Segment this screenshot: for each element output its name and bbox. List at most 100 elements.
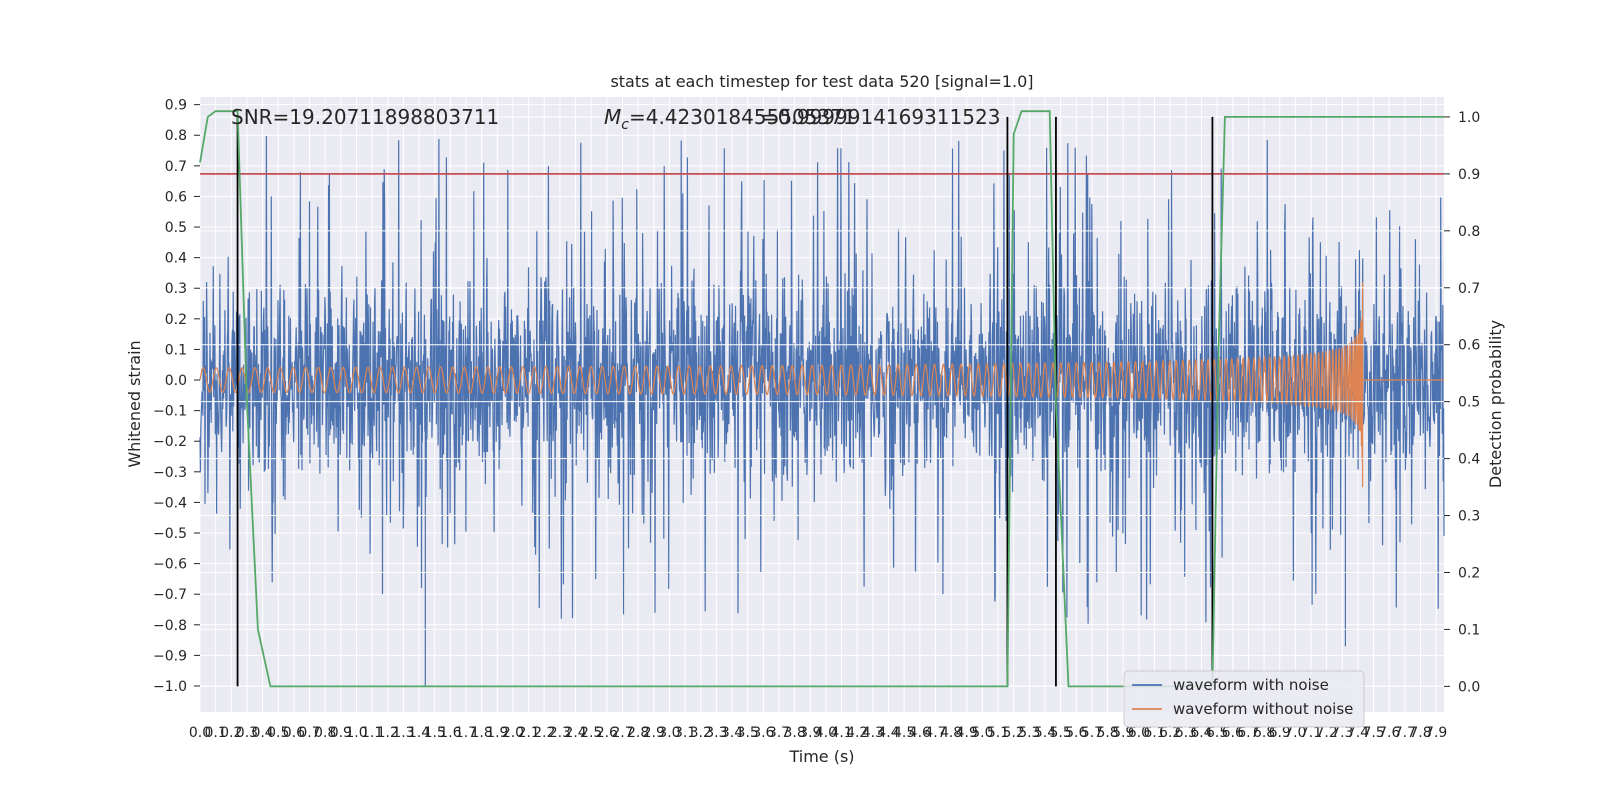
x-tick-label: 0.6: [283, 725, 305, 741]
x-tick-label: 1.5: [424, 725, 446, 741]
x-tick-label: 2.1: [517, 725, 539, 741]
x-tick-label: 0.3: [236, 725, 258, 741]
x-tick-label: 3.7: [768, 725, 790, 741]
x-tick-label: 0.7: [298, 725, 320, 741]
y-tick-label: −0.1: [153, 404, 187, 420]
x-tick-label: 4.8: [940, 725, 962, 741]
x-tick-label: 6.6: [1222, 725, 1244, 741]
x-tick-label: 4.3: [862, 725, 884, 741]
x-tick-label: 2.8: [627, 725, 649, 741]
x-tick-label: 2.6: [596, 725, 618, 741]
x-tick-label: 2.7: [611, 725, 633, 741]
x-tick-label: 5.8: [1096, 725, 1118, 741]
x-tick-label: 1.9: [486, 725, 508, 741]
x-tick-label: 3.2: [690, 725, 712, 741]
y-tick-label: −0.3: [153, 465, 187, 481]
x-tick-label: 7.5: [1362, 725, 1384, 741]
chirp-mass-symbol: M: [604, 105, 621, 129]
x-tick-label: 4.5: [893, 725, 915, 741]
legend-label-noise: waveform with noise: [1173, 676, 1329, 694]
y-tick-label: 0.8: [165, 128, 187, 144]
x-tick-label: 1.2: [377, 725, 399, 741]
x-tick-label: 7.2: [1316, 725, 1338, 741]
x-tick-label: 6.1: [1143, 725, 1165, 741]
y2-tick-label: 1.0: [1458, 110, 1480, 126]
x-tick-label: 2.2: [533, 725, 555, 741]
y2-tick-label: 0.8: [1458, 224, 1480, 240]
x-tick-label: 6.7: [1237, 725, 1259, 741]
y2-tick-label: 0.4: [1458, 452, 1480, 468]
y-tick-label: 0.1: [165, 342, 187, 358]
x-tick-label: 0.8: [314, 725, 336, 741]
snr-annotation: SNR=19.20711898803711: [231, 105, 499, 129]
y-tick-label: −0.6: [153, 557, 187, 573]
x-tick-label: 0.5: [267, 725, 289, 741]
x-tick-label: 3.3: [705, 725, 727, 741]
y2-tick-label: 0.7: [1458, 281, 1480, 297]
x-tick-label: 1.7: [455, 725, 477, 741]
y2-tick-label: 0.1: [1458, 622, 1480, 638]
y-tick-label: 0.0: [165, 373, 187, 389]
x-tick-label: 4.7: [924, 725, 946, 741]
x-tick-label: 3.0: [658, 725, 680, 741]
y-tick-label: −0.9: [153, 648, 187, 664]
clean-waveform-path: [199, 282, 1444, 488]
x-axis-label: Time (s): [788, 747, 854, 766]
x-tick-label: 7.4: [1347, 725, 1369, 741]
chirp-mass-annotation: Mc=4.423018455505371: [604, 105, 856, 133]
waveform-without-noise-line: [199, 282, 1444, 488]
x-tick-label: 7.7: [1394, 725, 1416, 741]
x-tick-label: 4.6: [909, 725, 931, 741]
x-tick-labels: 0.00.10.20.30.40.50.60.70.80.91.01.11.21…: [189, 725, 1447, 741]
x-tick-label: 5.0: [971, 725, 993, 741]
y2-tick-label: 0.9: [1458, 167, 1480, 183]
x-tick-label: 4.1: [830, 725, 852, 741]
y2-tick-label: 0.5: [1458, 395, 1480, 411]
y-tick-label: 0.3: [165, 281, 187, 297]
x-tick-label: 0.9: [330, 725, 352, 741]
y-axis-label: Whitened strain: [125, 340, 144, 467]
y-tick-label: −1.0: [153, 679, 187, 695]
x-tick-label: 7.9: [1425, 725, 1447, 741]
legend-box: [1123, 670, 1365, 728]
x-tick-label: 0.2: [220, 725, 242, 741]
y-tick-label: 0.2: [165, 312, 187, 328]
x-tick-label: 7.1: [1300, 725, 1322, 741]
x-tick-label: 7.3: [1331, 725, 1353, 741]
x-tick-label: 0.0: [189, 725, 211, 741]
x-tick-label: 0.1: [205, 725, 227, 741]
x-tick-label: 1.0: [345, 725, 367, 741]
x-tick-label: 6.8: [1253, 725, 1275, 741]
x-tick-label: 7.6: [1378, 725, 1400, 741]
x-tick-label: 4.2: [846, 725, 868, 741]
y-tick-label: 0.4: [165, 251, 187, 267]
x-tick-label: 7.0: [1284, 725, 1306, 741]
x-tick-label: 5.3: [1018, 725, 1040, 741]
x-tick-label: 3.5: [737, 725, 759, 741]
y-tick-label: 0.9: [165, 98, 187, 114]
x-tick-label: 6.9: [1269, 725, 1291, 741]
x-tick-label: 2.5: [580, 725, 602, 741]
y2-axis-label: Detection probability: [1486, 320, 1505, 488]
y2-tick-label: 0.0: [1458, 679, 1480, 695]
x-tick-label: 6.4: [1190, 725, 1212, 741]
detection-probability-line: [199, 110, 1444, 688]
x-tick-label: 1.6: [439, 725, 461, 741]
x-tick-label: 4.0: [815, 725, 837, 741]
x-tick-label: 7.8: [1409, 725, 1431, 741]
x-tick-label: 2.3: [549, 725, 571, 741]
y-tick-label: 0.6: [165, 189, 187, 205]
y2-tick-label: 0.6: [1458, 338, 1480, 354]
x-tick-label: 6.2: [1159, 725, 1181, 741]
chirp-mass-value: =4.423018455505371: [629, 105, 856, 129]
chart-title: stats at each timestep for test data 520…: [610, 72, 1033, 91]
x-tick-label: 1.4: [408, 725, 430, 741]
x-tick-label: 0.4: [251, 725, 273, 741]
x-tick-label: 5.1: [987, 725, 1009, 741]
y-tick-label: −0.7: [153, 587, 187, 603]
x-tick-label: 6.0: [1128, 725, 1150, 741]
x-tick-label: 1.3: [392, 725, 414, 741]
x-tick-label: 6.3: [1175, 725, 1197, 741]
x-tick-label: 5.5: [1049, 725, 1071, 741]
